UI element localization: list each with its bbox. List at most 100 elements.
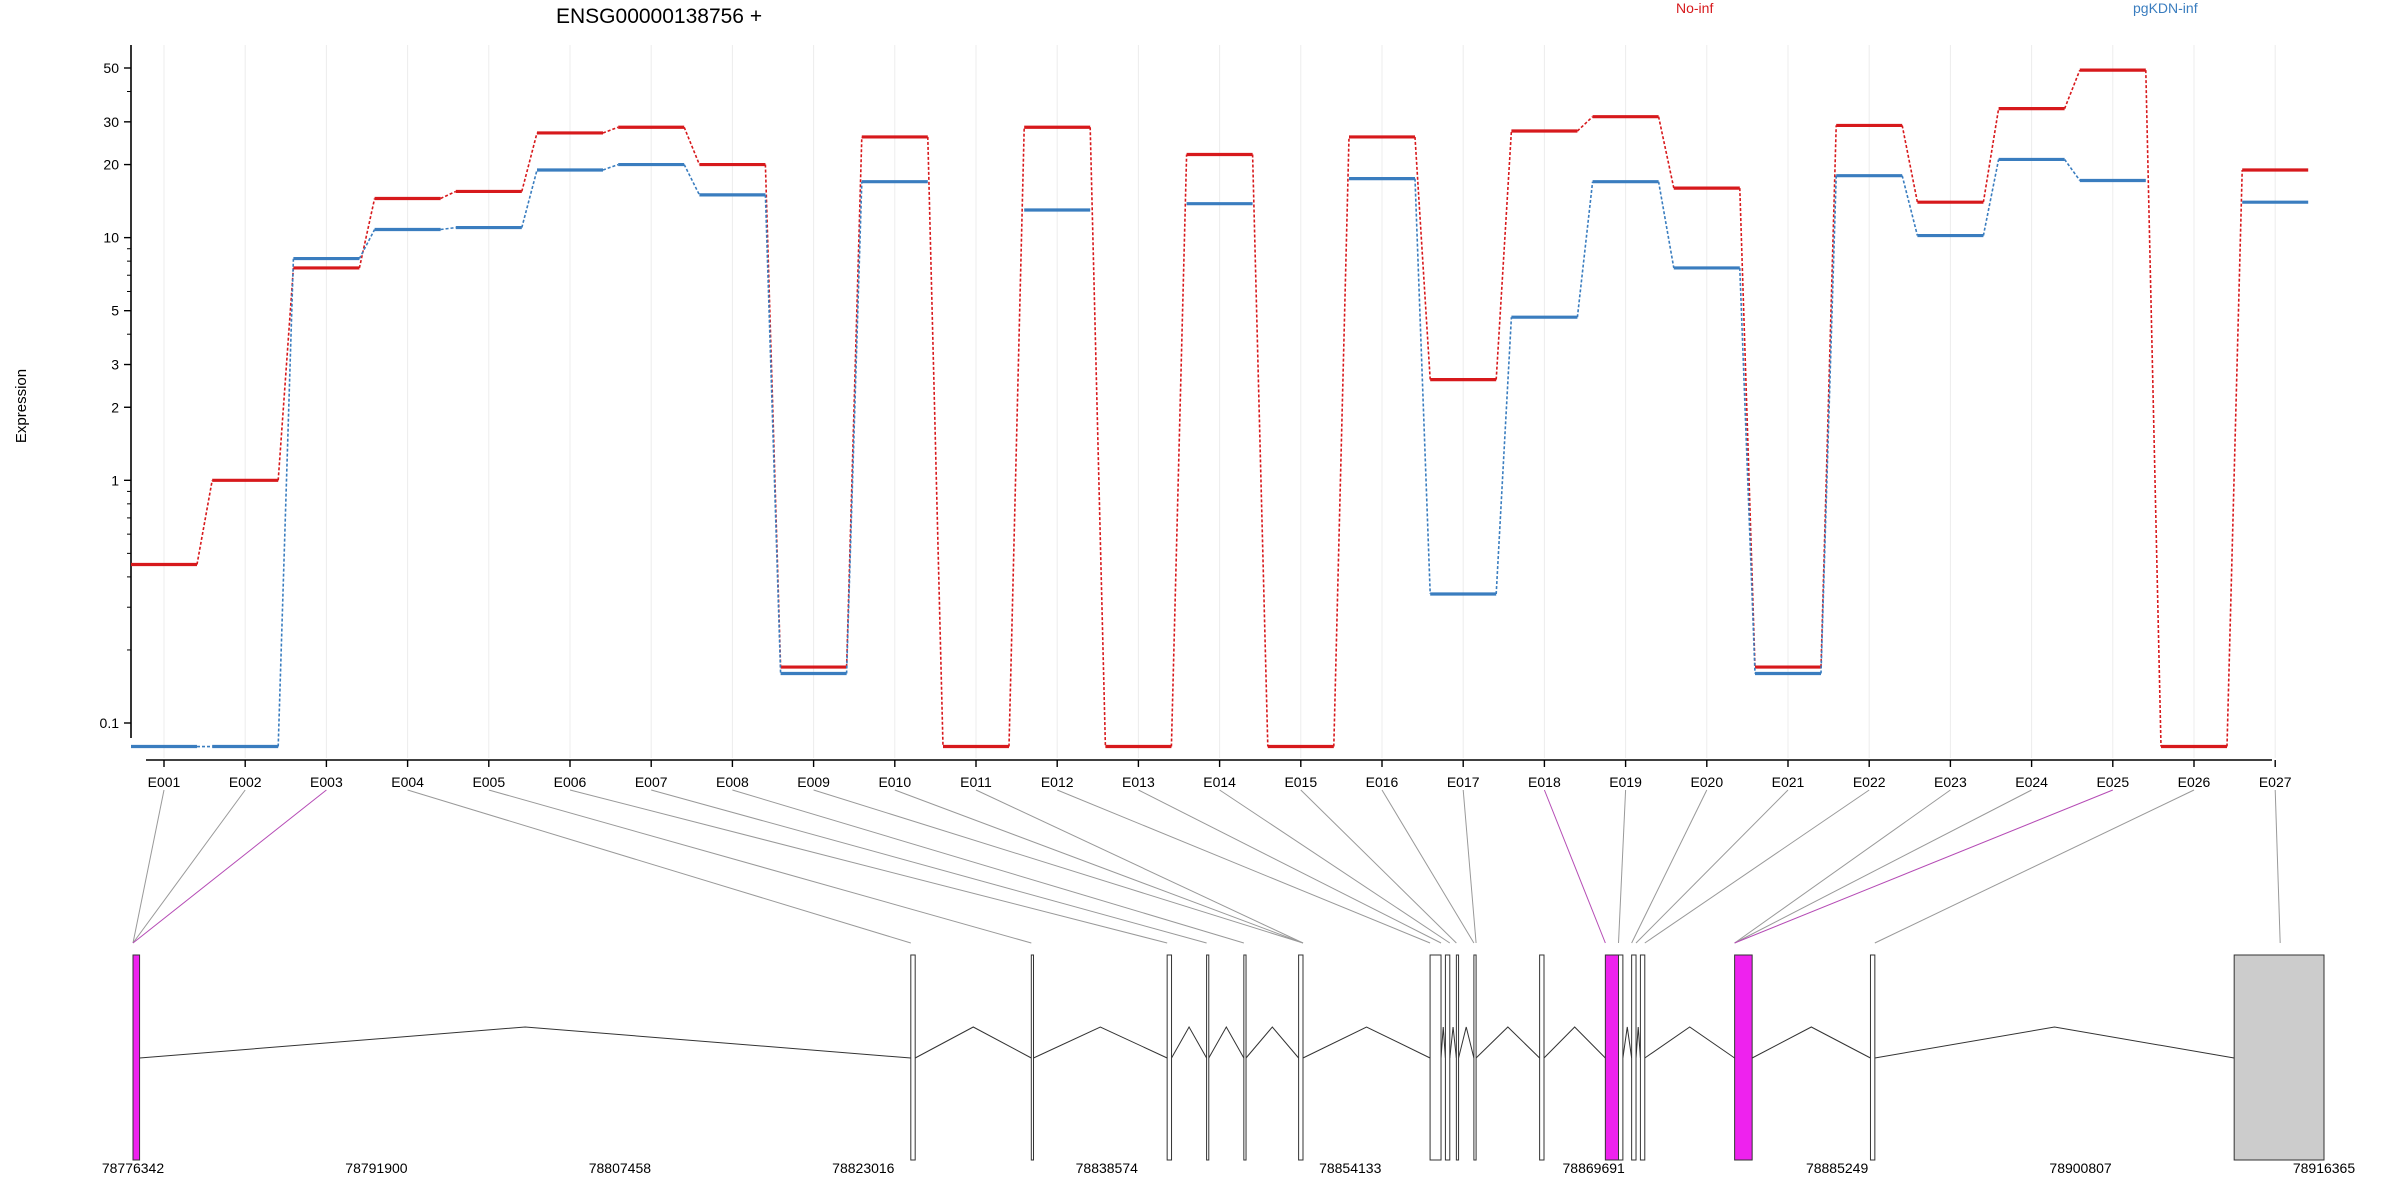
data-connector <box>764 194 782 674</box>
x-tick-label: E027 <box>2259 774 2292 790</box>
data-connector <box>358 198 376 269</box>
x-tick-label: E019 <box>1609 774 1642 790</box>
x-tick-label: E005 <box>472 774 505 790</box>
intron-line <box>139 1026 911 1059</box>
intron-line <box>1635 1026 1641 1059</box>
x-tick-label: E011 <box>960 774 992 790</box>
exon-connector-lines <box>132 789 2281 944</box>
data-connector <box>683 164 701 196</box>
intron-line <box>1245 1026 1299 1059</box>
data-connector <box>1576 181 1594 318</box>
exon-box <box>1455 954 1460 1161</box>
data-connector <box>2063 158 2081 181</box>
exon-connector <box>813 789 1304 944</box>
exon-box <box>1243 954 1247 1161</box>
exon-box <box>910 954 916 1161</box>
data-connector <box>1901 125 1919 203</box>
x-tick-label: E020 <box>1690 774 1723 790</box>
chart-title: ENSG00000138756 + <box>556 5 762 28</box>
genomic-tick-label: 78807458 <box>589 1160 652 1176</box>
genomic-tick-label: 78916365 <box>2293 1160 2356 1176</box>
exon-connector <box>132 789 327 944</box>
data-connector <box>1657 116 1675 189</box>
data-connector <box>1495 130 1513 380</box>
y-tick-label: 30 <box>103 114 119 130</box>
exon-connector <box>1381 789 1475 944</box>
series-lines <box>131 68 2309 749</box>
genomic-tick-label: 78900807 <box>2049 1160 2112 1176</box>
x-tick-label: E003 <box>310 774 343 790</box>
data-connector <box>521 132 538 192</box>
data-connector <box>683 126 701 165</box>
data-connector <box>1414 136 1431 380</box>
data-connector <box>602 163 619 171</box>
x-tick-label: E014 <box>1203 774 1236 790</box>
exon-box <box>1166 954 1173 1161</box>
x-tick-label: E010 <box>878 774 911 790</box>
data-connector <box>2063 69 2081 109</box>
legend-pgkdn-inf: pgKDN-inf <box>2133 0 2198 16</box>
y-tick-label: 3 <box>111 357 119 373</box>
y-tick-label: 0.1 <box>100 715 120 731</box>
exon-connector <box>1734 789 2032 944</box>
x-tick-label: E006 <box>554 774 587 790</box>
x-tick-label: E016 <box>1366 774 1399 790</box>
series-pgkdn-inf <box>131 157 2309 749</box>
exon-connector <box>732 789 1244 944</box>
data-connector <box>2145 70 2162 747</box>
intron-line <box>1874 1026 2235 1059</box>
genomic-tick-label: 78776342 <box>102 1160 165 1176</box>
exon-box <box>1604 954 1619 1161</box>
exon-box <box>2233 954 2325 1161</box>
exon-box <box>1429 954 1442 1161</box>
intron-line <box>1543 1026 1606 1059</box>
data-connector <box>196 480 213 565</box>
x-tick-label: E001 <box>148 774 181 790</box>
exon-box <box>1030 954 1035 1161</box>
genomic-tick-label: 78791900 <box>345 1160 408 1176</box>
x-tick-label: E018 <box>1528 774 1561 790</box>
exon-box <box>1473 954 1477 1161</box>
exon-connector <box>651 789 1207 944</box>
intron-line <box>1751 1026 1871 1059</box>
x-tick-label: E025 <box>2096 774 2129 790</box>
x-tick-label: E002 <box>229 774 262 790</box>
y-axis-label: Expression <box>13 369 30 443</box>
exon-connector <box>1543 789 1606 944</box>
data-connector <box>1251 154 1269 747</box>
data-connector <box>1982 159 2000 236</box>
x-tick-label: E022 <box>1853 774 1886 790</box>
x-tick-label: E024 <box>2015 774 2048 790</box>
genomic-tick-label: 78885249 <box>1806 1160 1869 1176</box>
exon-box <box>1734 954 1753 1161</box>
intron-line <box>1033 1026 1168 1059</box>
exon-connector <box>1300 789 1457 944</box>
exon-box <box>1617 954 1624 1161</box>
intron-line <box>1440 1026 1446 1059</box>
data-connector <box>1089 127 1107 747</box>
genomic-tick-label: 78854133 <box>1319 1160 1382 1176</box>
legend-no-inf: No-inf <box>1676 0 1713 16</box>
x-axis: E001 E002 E003 E004 E005 E006 E007 E008 E009 E010… <box>146 759 2292 790</box>
y-tick-label: 5 <box>111 303 119 319</box>
exon-connector <box>1462 789 1477 944</box>
data-connector <box>1495 317 1513 595</box>
exon-box <box>1444 954 1451 1161</box>
exon-connector <box>1874 789 2195 944</box>
y-tick-label: 1 <box>111 472 119 488</box>
genomic-tick-label: 78823016 <box>832 1160 895 1176</box>
intron-line <box>1458 1026 1475 1059</box>
gene-model: 78776342 78791900 78807458 78823016 78838574… <box>102 954 2356 1176</box>
y-tick-label: 20 <box>103 157 119 173</box>
intron-line <box>1171 1025 1208 1059</box>
data-connector <box>1657 181 1675 269</box>
data-connector <box>440 226 456 231</box>
x-tick-label: E009 <box>797 774 830 790</box>
exon-connector <box>488 789 1032 944</box>
exon-connector <box>1644 789 1870 944</box>
data-connector <box>1739 267 1756 674</box>
exon-box <box>1206 954 1210 1161</box>
data-connector <box>1576 116 1594 132</box>
exon-connector <box>975 789 1304 944</box>
exon-connector <box>1219 789 1451 944</box>
